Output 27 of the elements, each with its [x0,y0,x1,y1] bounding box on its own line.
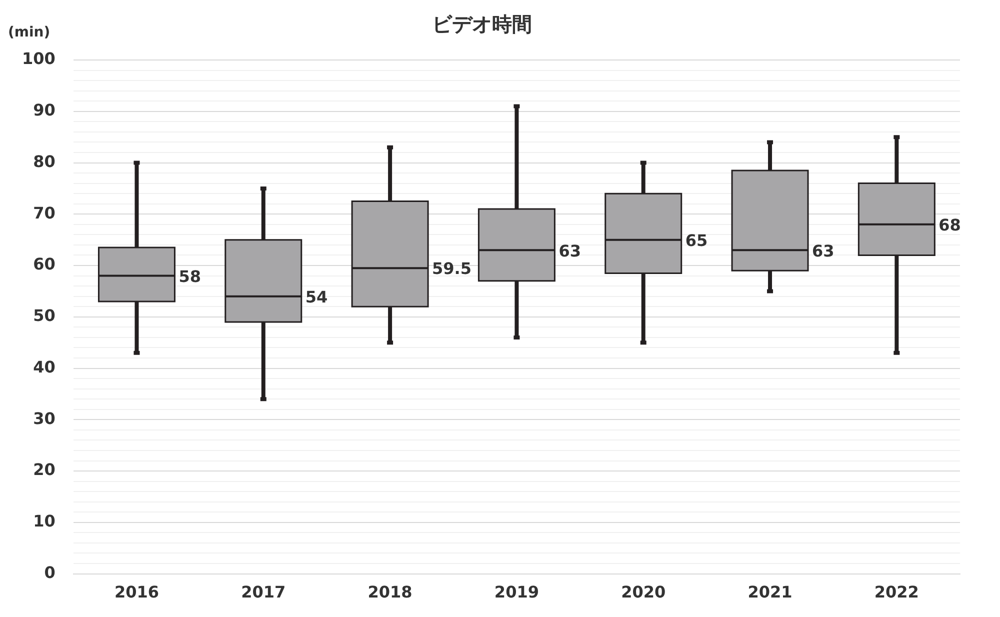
x-tick-label: 2022 [874,582,919,602]
y-tick-label: 50 [33,306,56,326]
x-tick-label: 2018 [368,582,412,602]
y-tick-label: 70 [33,203,56,222]
y-tick-label: 20 [33,460,56,480]
text: 59.5 [432,259,472,278]
text: 58 [178,266,201,286]
chart-title: ビデオ時間 [432,12,532,36]
y-axis-title: (min) [8,24,50,41]
y-tick-label: 30 [33,408,56,428]
x-tick-label: 2017 [241,582,286,602]
y-tick-label: 40 [33,357,56,376]
y-tick-label: 0 [44,562,56,582]
y-tick-label: 90 [33,100,56,120]
x-tick-label: 2021 [748,582,792,602]
text: 54 [305,288,328,307]
x-tick-label: 2016 [114,582,159,602]
y-tick-label: 80 [33,152,56,171]
y-tick-label: 10 [33,512,56,531]
text: 63 [558,241,581,260]
text: 68 [938,216,961,235]
x-tick-label: 2019 [494,582,539,602]
y-tick-label: 60 [33,254,56,274]
y-tick-label: 100 [22,49,56,68]
x-tick-label: 2020 [621,582,666,602]
text: 63 [812,241,834,260]
text: 65 [685,230,708,250]
